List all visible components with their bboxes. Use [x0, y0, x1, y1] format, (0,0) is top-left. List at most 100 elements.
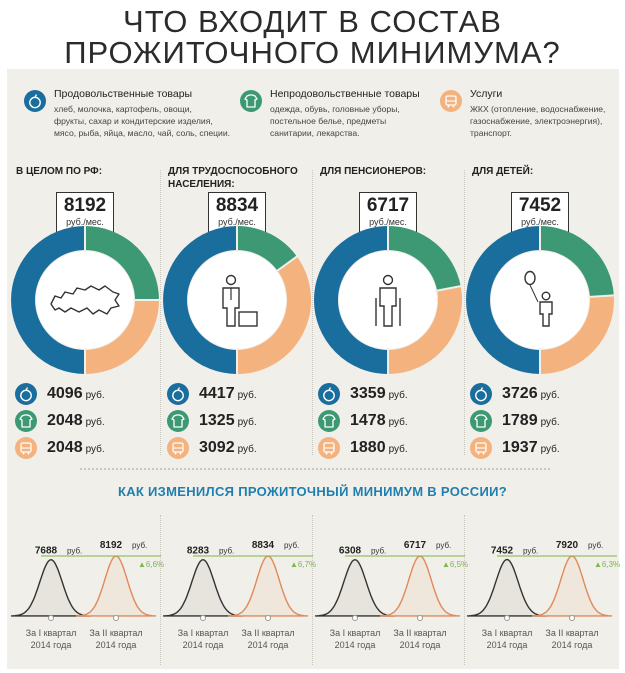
breakdown-value: 4096 руб.: [47, 385, 105, 403]
breakdown-value: 1478 руб.: [350, 412, 408, 430]
legend-icon-wrap: [24, 90, 46, 112]
breakdown-icon-wrap: [167, 410, 189, 432]
breakdown-value: 1325 руб.: [199, 412, 257, 430]
legend-desc-line: транспорт.: [470, 128, 512, 138]
breakdown-value: 4417 руб.: [199, 385, 257, 403]
column-separator: [312, 170, 313, 455]
legend-desc-line: одежда, обувь, головные уборы,: [270, 104, 400, 114]
legend-desc-line: хлеб, молочка, картофель, овощи,: [54, 104, 192, 114]
breakdown-value: 1880 руб.: [350, 439, 408, 457]
bus-icon: [172, 442, 184, 455]
breakdown-icon-wrap: [15, 410, 37, 432]
total-value: 6717: [366, 195, 410, 216]
breakdown-amount: 4417: [199, 385, 235, 402]
breakdown-row: 2048 руб.: [15, 410, 165, 434]
breakdown-value: 2048 руб.: [47, 412, 105, 430]
column-separator: [312, 515, 313, 665]
legend-desc-line: газоснабжение, электроэнергия),: [470, 116, 603, 126]
total-box: 8834 руб./мес.: [208, 192, 266, 234]
legend-title: Продовольственные товары: [54, 88, 193, 100]
breakdown-unit: руб.: [85, 390, 105, 401]
breakdown-unit: руб.: [237, 390, 257, 401]
breakdown-icon-wrap: [470, 437, 492, 459]
column-separator: [464, 170, 465, 455]
breakdown-unit: руб.: [388, 444, 408, 455]
bus-icon: [475, 442, 487, 455]
breakdown-amount: 1325: [199, 412, 235, 429]
title-line-1: ЧТО ВХОДИТ В СОСТАВ: [123, 4, 502, 39]
breakdown-row: 1789 руб.: [470, 410, 620, 434]
breakdown-value: 1789 руб.: [502, 412, 560, 430]
breakdown-value: 3726 руб.: [502, 385, 560, 403]
breakdown-row: 3092 руб.: [167, 437, 317, 461]
breakdown-amount: 1937: [502, 439, 538, 456]
total-box: 8192 руб./мес.: [56, 192, 114, 234]
total-box: 6717 руб./мес.: [359, 192, 417, 234]
total-value: 8834: [215, 195, 259, 216]
total-unit: руб./мес.: [66, 217, 104, 227]
column-separator: [160, 170, 161, 455]
breakdown-amount: 3359: [350, 385, 386, 402]
total-unit: руб./мес.: [218, 217, 256, 227]
breakdown-icon-wrap: [15, 383, 37, 405]
shirt-icon: [171, 414, 185, 428]
breakdown-icon-wrap: [470, 410, 492, 432]
group-heading: ДЛЯ ПЕНСИОНЕРОВ:: [320, 166, 427, 177]
breakdown-unit: руб.: [540, 444, 560, 455]
total-value: 7452: [518, 195, 562, 216]
shirt-icon: [19, 414, 33, 428]
group-heading: ДЛЯ ДЕТЕЙ:: [472, 166, 534, 177]
breakdown-row: 3726 руб.: [470, 383, 620, 407]
column-separator: [160, 515, 161, 665]
bus-icon: [323, 442, 335, 455]
bus-icon: [20, 442, 32, 455]
apple-icon: [172, 387, 184, 402]
section-subtitle: КАК ИЗМЕНИЛСЯ ПРОЖИТОЧНЫЙ МИНИМУМ В РОСС…: [117, 484, 508, 499]
apple-icon: [29, 94, 41, 109]
breakdown-unit: руб.: [85, 417, 105, 428]
apple-icon: [20, 387, 32, 402]
breakdown-icon-wrap: [318, 383, 340, 405]
breakdown-amount: 1789: [502, 412, 538, 429]
breakdown-amount: 1478: [350, 412, 386, 429]
title-line-2: ПРОЖИТОЧНОГО МИНИМУМА?: [64, 35, 561, 70]
breakdown-row: 1325 руб.: [167, 410, 317, 434]
legend-desc-line: ЖКХ (отопление, водоснабжение,: [470, 104, 606, 114]
apple-icon: [475, 387, 487, 402]
breakdown-row: 4096 руб.: [15, 383, 165, 407]
breakdown-icon-wrap: [167, 437, 189, 459]
legend-icon-wrap: [240, 90, 262, 112]
breakdown-row: 4417 руб.: [167, 383, 317, 407]
breakdown-unit: руб.: [540, 390, 560, 401]
breakdown-value: 3092 руб.: [199, 439, 257, 457]
breakdown-amount: 2048: [47, 412, 83, 429]
total-value: 8192: [63, 195, 107, 216]
apple-icon: [323, 387, 335, 402]
legend-desc-line: фрукты, сахар и кондитерские изделия,: [54, 116, 213, 126]
total-box: 7452 руб./мес.: [511, 192, 569, 234]
breakdown-unit: руб.: [388, 417, 408, 428]
breakdown-value: 1937 руб.: [502, 439, 560, 457]
breakdown-amount: 1880: [350, 439, 386, 456]
breakdown-icon-wrap: [318, 437, 340, 459]
breakdown-row: 1880 руб.: [318, 437, 468, 461]
breakdown-unit: руб.: [85, 444, 105, 455]
shirt-icon: [322, 414, 336, 428]
shirt-icon: [244, 94, 258, 108]
total-unit: руб./мес.: [521, 217, 559, 227]
breakdown-icon-wrap: [167, 383, 189, 405]
breakdown-value: 2048 руб.: [47, 439, 105, 457]
legend-desc-line: постельное белье, предметы: [270, 116, 387, 126]
breakdown-row: 2048 руб.: [15, 437, 165, 461]
breakdown-amount: 3092: [199, 439, 235, 456]
shirt-icon: [474, 414, 488, 428]
breakdown-unit: руб.: [388, 390, 408, 401]
breakdown-icon-wrap: [318, 410, 340, 432]
legend-desc-line: санитарии, лекарства.: [270, 128, 360, 138]
column-separator: [464, 515, 465, 665]
breakdown-unit: руб.: [237, 444, 257, 455]
legend-title: Непродовольственные товары: [270, 88, 420, 100]
breakdown-value: 3359 руб.: [350, 385, 408, 403]
breakdown-row: 1478 руб.: [318, 410, 468, 434]
group-heading: В ЦЕЛОМ ПО РФ:: [16, 166, 103, 177]
